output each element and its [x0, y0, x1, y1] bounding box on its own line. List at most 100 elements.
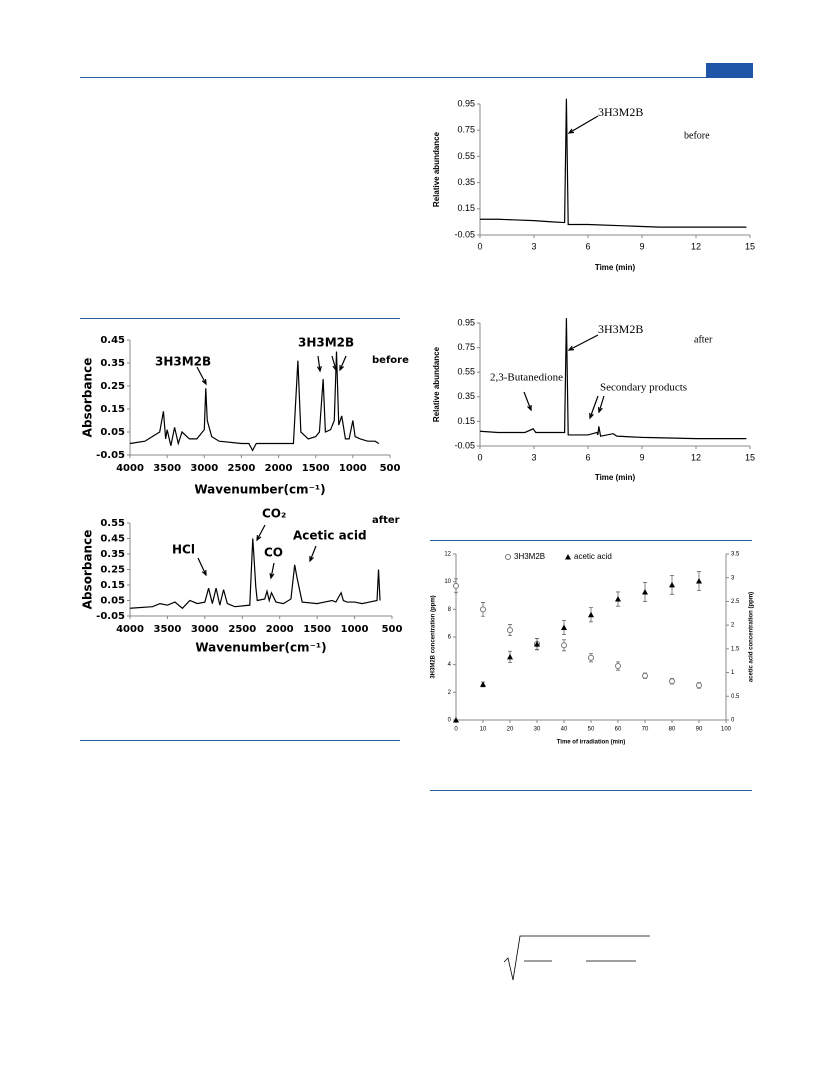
x-tick-label: 1000: [339, 463, 367, 474]
y-tick-label: 8: [448, 607, 452, 613]
marker: [565, 554, 571, 560]
spectrum-line: [480, 98, 747, 228]
y-tick-label: 12: [444, 552, 451, 558]
annotation: after: [372, 515, 400, 526]
arrow: [523, 391, 532, 412]
x-tick-label: 3000: [191, 624, 219, 635]
annotation: CO₂: [262, 507, 286, 521]
x-tick-label: 12: [691, 452, 701, 462]
y2-tick-label: 1: [731, 670, 735, 676]
x-tick-label: 80: [669, 727, 676, 733]
y-tick-label: 0: [448, 718, 452, 724]
x-axis-label: Wavenumber(cm⁻¹): [194, 483, 325, 497]
y-axis-label: Absorbance: [81, 358, 95, 438]
y-tick-label: 6: [448, 635, 452, 641]
x-tick-label: 2000: [266, 624, 294, 635]
x-tick-label: 3500: [153, 463, 181, 474]
x-tick-label: 1500: [303, 624, 331, 635]
y2-tick-label: 3: [731, 575, 735, 581]
x-tick-label: 3: [531, 241, 536, 251]
arrow: [339, 355, 347, 372]
y-tick-label: 0.55: [100, 518, 125, 529]
chart: 0 2 4 6 8 10 12 0 10 20 30 40 50 60 70 80 90 100 0 0.5 1 1.5 2…: [431, 552, 755, 746]
y-tick-label: 0.95: [457, 98, 475, 108]
marker: [561, 642, 567, 649]
spectrum-line: [129, 351, 380, 452]
x-tick-label: 500: [380, 463, 401, 474]
marker: [642, 588, 648, 595]
marker: [588, 654, 594, 661]
annotation: 2,3-Butanedione: [490, 372, 563, 384]
marker: [696, 682, 702, 689]
x-axis-label: Wavenumber(cm⁻¹): [195, 641, 326, 655]
x-tick-label: 15: [745, 452, 755, 462]
x-tick-label: 10: [480, 727, 487, 733]
y-tick-label: 0.15: [457, 416, 475, 426]
y-tick-label: -0.05: [96, 450, 125, 461]
x-tick-label: 0: [477, 241, 482, 251]
x-tick-label: 50: [588, 727, 595, 733]
arrow: [269, 562, 275, 580]
legend-label: acetic acid: [574, 552, 612, 561]
x-tick-label: 1500: [302, 463, 330, 474]
x-tick-label: 90: [696, 727, 703, 733]
x-tick-label: 500: [382, 624, 403, 635]
annotation: after: [694, 334, 713, 345]
marker: [615, 596, 621, 602]
x-tick-label: 20: [507, 727, 514, 733]
formula-fragment: [503, 935, 650, 981]
y-tick-label: 0.35: [100, 358, 125, 369]
arrow: [567, 115, 599, 134]
y-tick-label: 0.95: [457, 317, 475, 327]
y-tick-label: 0.75: [457, 125, 475, 135]
marker: [480, 606, 486, 613]
marker: [642, 672, 648, 679]
annotation: 3H3M2B: [298, 336, 354, 350]
arrow: [309, 545, 317, 563]
x-tick-label: 30: [534, 727, 541, 733]
header-tab: [706, 63, 753, 78]
annotation: 3H3M2B: [598, 105, 643, 119]
legend-label: 3H3M2B: [514, 552, 545, 561]
y2-tick-label: 2: [731, 623, 735, 629]
marker: [507, 627, 513, 634]
y-tick-label: 0.25: [100, 381, 125, 392]
y-tick-label: 2: [448, 690, 452, 696]
y2-tick-label: 1.5: [731, 646, 740, 652]
y2-tick-label: 0: [731, 718, 735, 724]
y-tick-label: 0.75: [457, 342, 475, 352]
x-tick-label: 4000: [116, 624, 144, 635]
y-axis-label: Relative abundance: [432, 346, 441, 422]
annotation: 3H3M2B: [155, 355, 211, 369]
spectrum-line: [479, 318, 747, 440]
y2-tick-label: 0.5: [731, 694, 740, 700]
marker: [669, 581, 675, 588]
marker: [588, 611, 594, 618]
x-tick-label: 3: [531, 452, 536, 462]
marker: [453, 717, 459, 723]
marker: [507, 653, 513, 660]
x-tick-label: 9: [639, 452, 644, 462]
y-tick-label: 0.15: [100, 580, 125, 591]
x-tick-label: 2500: [228, 463, 256, 474]
annotation: before: [684, 130, 710, 141]
y-axis-label: Absorbance: [81, 530, 95, 610]
spectrum-line: [129, 538, 381, 610]
annotation: before: [372, 355, 409, 366]
y-axis-label: Relative abundance: [432, 131, 441, 207]
annotation: Acetic acid: [293, 529, 367, 543]
x-tick-label: 12: [691, 241, 701, 251]
y-tick-label: 4: [448, 662, 452, 668]
annotation: 3H3M2B: [598, 322, 643, 336]
x-tick-label: 4000: [116, 463, 144, 474]
arrow: [589, 395, 599, 420]
marker: [615, 663, 621, 670]
annotation: CO: [264, 546, 283, 560]
y-tick-label: 10: [444, 579, 451, 585]
y2-tick-label: 3.5: [731, 552, 740, 558]
x-axis-label: Time of irradiation (min): [557, 740, 626, 746]
x-tick-label: 6: [585, 452, 590, 462]
annotation: Secondary products: [600, 382, 687, 394]
annotation: HCl: [172, 543, 195, 557]
